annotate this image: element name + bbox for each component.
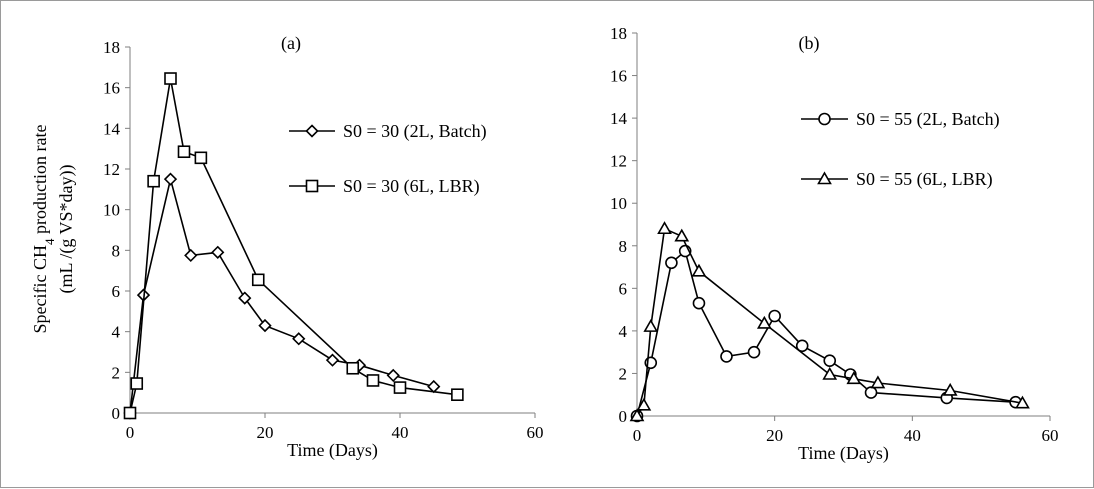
x-tick-label: 60 [1042, 426, 1059, 445]
data-point [720, 350, 733, 363]
series-square [123, 72, 464, 420]
legend-label: S0 = 55 (2L, Batch) [856, 109, 1000, 130]
series-triangle [629, 221, 1030, 422]
y-tick-label: 14 [610, 109, 628, 128]
data-point [163, 172, 178, 186]
data-point [238, 291, 252, 305]
data-point [164, 72, 177, 85]
legend-label: S0 = 55 (6L, LBR) [856, 169, 993, 190]
x-tick-label: 40 [904, 426, 921, 445]
panel-label: (b) [799, 33, 820, 54]
data-point [451, 388, 464, 402]
legend-entry: S0 = 30 (2L, Batch) [289, 121, 487, 142]
y-tick-label: 10 [610, 194, 627, 213]
data-point [194, 151, 208, 165]
y-axis-title: Specific CH4 production rate [30, 125, 57, 334]
chart-panel-a: 0 2 4 6 8 10 12 14 16 18 0 20 40 60 Time (Days) (a) Spec… [30, 33, 544, 461]
y-tick-label: 4 [619, 322, 628, 341]
panel-label: (a) [281, 33, 301, 54]
data-point [629, 408, 645, 422]
data-point [942, 382, 958, 396]
y-tick-label: 18 [103, 38, 120, 57]
data-point [292, 332, 306, 346]
x-tick-label: 0 [633, 426, 642, 445]
x-axis-title: Time (Days) [287, 440, 378, 461]
data-point [147, 174, 160, 188]
legend-marker [817, 171, 832, 185]
data-point [346, 361, 360, 375]
chart-panel-b: 0 2 4 6 8 10 12 14 16 18 0 20 40 60 Time (Days) (b) S0 =… [610, 24, 1059, 464]
data-point [258, 318, 272, 333]
data-point [665, 256, 678, 270]
x-axis-title: Time (Days) [798, 443, 889, 464]
y-tick-label: 4 [112, 323, 121, 342]
x-tick-label: 0 [126, 423, 135, 442]
x-tick-label: 20 [766, 426, 783, 445]
y-tick-label: 16 [610, 67, 627, 86]
data-point [130, 377, 144, 390]
data-point [427, 379, 441, 394]
legend-marker [818, 112, 831, 126]
data-point [211, 245, 225, 259]
y-tick-label: 14 [103, 119, 121, 138]
data-point [393, 381, 407, 394]
legend-entry: S0 = 30 (6L, LBR) [289, 176, 480, 197]
legend-marker [305, 179, 319, 193]
data-point [747, 345, 761, 359]
y-tick-label: 12 [610, 152, 627, 171]
y-tick-label: 8 [112, 241, 121, 260]
data-point [123, 406, 137, 420]
legend-entry: S0 = 55 (2L, Batch) [801, 109, 1000, 130]
legend-label: S0 = 30 (6L, LBR) [343, 176, 480, 197]
x-tick-label: 60 [527, 423, 544, 442]
data-point [1015, 395, 1030, 409]
y-tick-label: 16 [103, 79, 120, 98]
y-tick-label: 2 [112, 363, 121, 382]
series-line [129, 178, 435, 414]
data-point [325, 353, 340, 367]
legend-entry: S0 = 55 (6L, LBR) [801, 169, 993, 190]
y-tick-label: 0 [619, 407, 628, 426]
data-point [657, 221, 672, 235]
data-point [636, 397, 652, 411]
y-tick-label: 10 [103, 201, 120, 220]
data-point [386, 368, 400, 383]
y-tick-label: 8 [619, 237, 628, 256]
data-point [756, 315, 772, 329]
data-point [768, 309, 781, 323]
legend-label: S0 = 30 (2L, Batch) [343, 121, 487, 142]
x-tick-label: 20 [257, 423, 274, 442]
y-axis-title-units: (mL /(g VS*day)) [56, 165, 77, 294]
y-tick-label: 18 [610, 24, 627, 43]
data-point [692, 296, 706, 310]
data-point [184, 248, 198, 263]
data-point [846, 371, 862, 385]
x-tick-label: 40 [392, 423, 409, 442]
series-line [636, 227, 1023, 417]
y-tick-label: 2 [619, 364, 628, 383]
y-tick-label: 6 [619, 279, 628, 298]
data-point [177, 145, 191, 159]
data-point [251, 273, 265, 287]
legend-marker [305, 124, 319, 138]
data-point [864, 386, 878, 399]
data-point [674, 228, 690, 242]
data-point [691, 263, 707, 277]
y-tick-label: 0 [112, 404, 121, 423]
y-tick-label: 6 [112, 282, 121, 301]
data-point [823, 354, 837, 367]
y-tick-label: 12 [103, 160, 120, 179]
data-point [643, 319, 659, 332]
series-diamond [123, 172, 441, 420]
data-point [795, 339, 809, 353]
data-point [822, 366, 838, 380]
series-circle [630, 244, 1022, 423]
data-point [870, 375, 886, 389]
data-point [366, 374, 380, 387]
